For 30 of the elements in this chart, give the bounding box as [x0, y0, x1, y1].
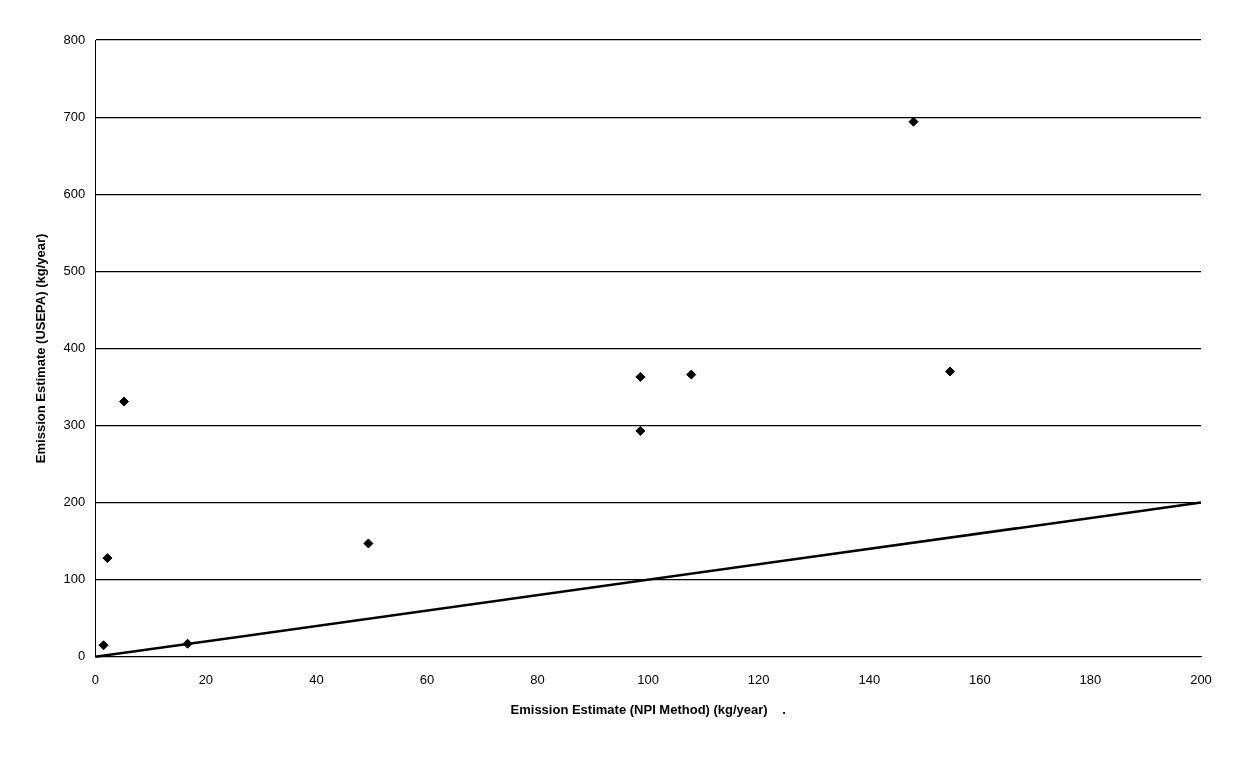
- x-tick-label: 180: [1079, 672, 1102, 688]
- x-axis-title: Emission Estimate (NPI Method) (kg/year) .: [510, 701, 786, 717]
- point: [98, 640, 109, 651]
- y-tick-label: 800: [63, 31, 86, 47]
- y-tick-label: 300: [63, 417, 86, 433]
- x-tick-label: 140: [858, 672, 881, 688]
- y-tick-label: 600: [63, 185, 86, 201]
- y-tick-label: 500: [63, 262, 86, 278]
- point: [635, 425, 646, 436]
- point: [635, 371, 646, 382]
- x-tick-label: 60: [419, 672, 435, 688]
- x-tick-label: 0: [91, 672, 99, 688]
- y-tick-label: 200: [63, 494, 86, 510]
- x-tick-label: 80: [530, 672, 545, 688]
- point: [119, 396, 130, 407]
- y-tick-label: 0: [78, 648, 86, 664]
- x-tick-label: 120: [747, 672, 770, 688]
- x-tick-label: 40: [309, 672, 324, 688]
- y-tick-label: 100: [63, 571, 86, 587]
- y-axis-title: Emission Estimate (USEPA) (kg/year): [33, 233, 49, 464]
- point: [945, 366, 955, 377]
- y-tick-label: 400: [63, 339, 86, 355]
- x-tick-label: 200: [1190, 672, 1212, 688]
- x-tick-label: 20: [198, 672, 214, 688]
- y-tick-label: 700: [63, 108, 86, 124]
- point: [686, 369, 697, 380]
- x-tick-label: 100: [637, 672, 659, 688]
- point: [363, 538, 374, 549]
- point: [102, 553, 113, 564]
- x-tick-label: 160: [969, 672, 991, 688]
